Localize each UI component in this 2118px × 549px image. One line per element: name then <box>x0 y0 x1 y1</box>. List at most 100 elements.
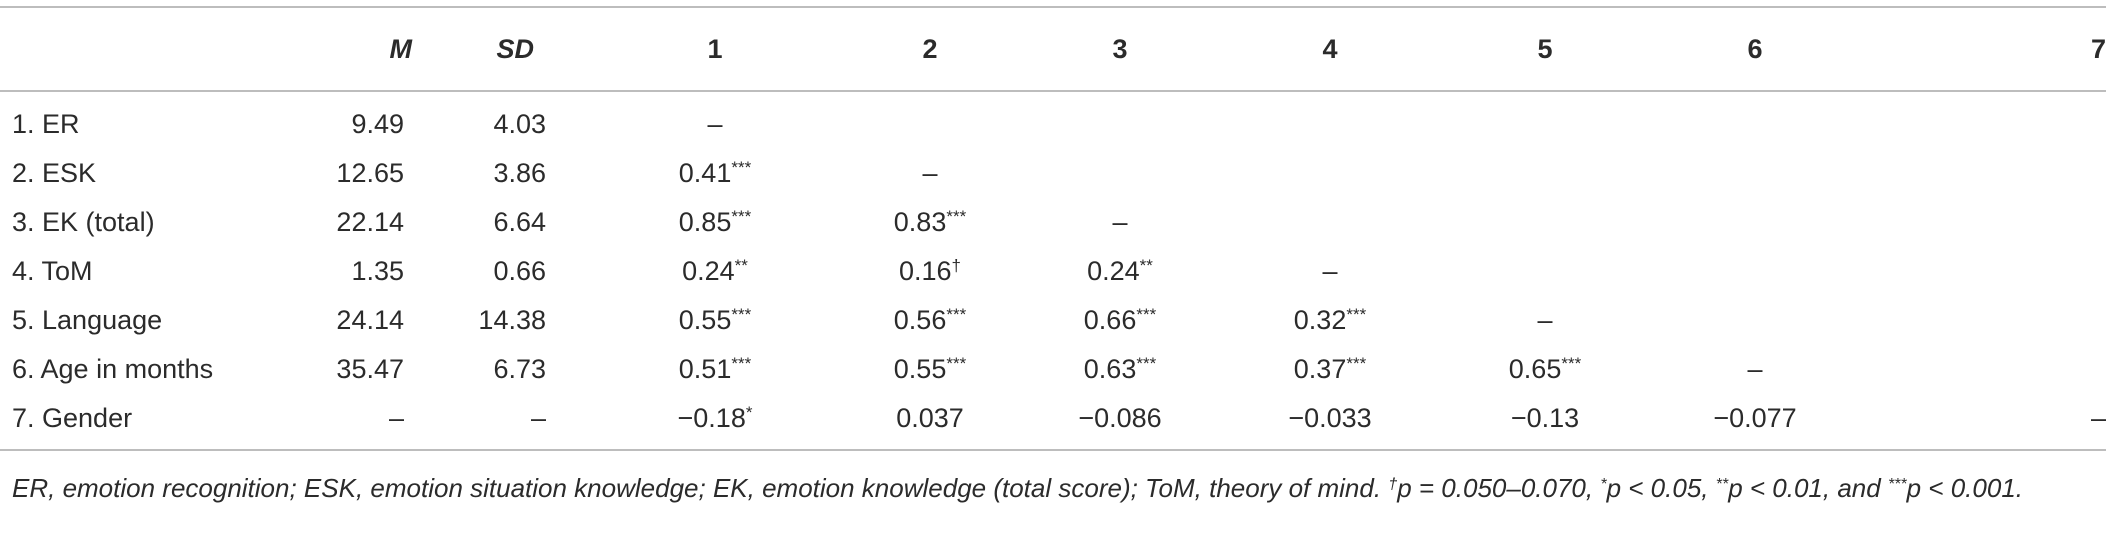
cell-correlation <box>1020 91 1220 149</box>
cell-correlation <box>1860 296 2106 345</box>
cell-sd: 3.86 <box>493 158 546 188</box>
correlation-value: 0.55 <box>678 305 732 335</box>
cell-correlation: – <box>1650 345 1860 394</box>
cell-correlation <box>1020 149 1220 198</box>
significance-marker: *** <box>731 158 752 177</box>
cell-correlation <box>1220 149 1440 198</box>
header-row: M SD 1 2 3 4 5 6 7 <box>0 7 2106 91</box>
table-row: 7. Gender – – −0.18* 0.037 −0.086 −0.033 −0.13 −… <box>0 394 2106 450</box>
correlation-value: – <box>1322 256 1338 286</box>
header-col-2: 2 <box>922 33 938 64</box>
cell-mean: – <box>388 403 404 433</box>
cell-sd: 4.03 <box>493 109 546 139</box>
header-sd: SD <box>496 33 534 64</box>
cell-correlation <box>1650 91 1860 149</box>
cell-correlation: 0.51*** <box>590 345 840 394</box>
correlation-value: −0.18 <box>677 403 746 433</box>
correlation-value: 0.55 <box>893 354 947 384</box>
header-col-6: 6 <box>1747 33 1763 64</box>
correlation-value: – <box>1747 354 1763 384</box>
correlation-table: M SD 1 2 3 4 5 6 7 1. ER 9.49 4.03 – 2. ESK 1… <box>0 6 2106 451</box>
significance-marker: *** <box>946 207 967 226</box>
cell-correlation <box>1860 345 2106 394</box>
cell-correlation: 0.32*** <box>1220 296 1440 345</box>
cell-correlation: 0.56*** <box>840 296 1020 345</box>
cell-correlation: −0.18* <box>590 394 840 450</box>
cell-correlation <box>1440 91 1650 149</box>
significance-marker: *** <box>1561 354 1582 373</box>
cell-correlation <box>1220 91 1440 149</box>
significance-marker: † <box>951 256 962 275</box>
cell-sd: 6.73 <box>493 354 546 384</box>
cell-mean: 12.65 <box>336 158 404 188</box>
row-label: 4. ToM <box>12 256 93 286</box>
table-row: 4. ToM 1.35 0.66 0.24** 0.16† 0.24** – <box>0 247 2106 296</box>
cell-correlation: – <box>1860 394 2106 450</box>
footnote-text: ER, emotion recognition; ESK, emotion si… <box>12 473 1389 503</box>
significance-marker: *** <box>731 354 752 373</box>
cell-correlation <box>1860 91 2106 149</box>
cell-correlation: 0.16† <box>840 247 1020 296</box>
cell-sd: – <box>530 403 546 433</box>
cell-correlation: 0.55*** <box>590 296 840 345</box>
correlation-value: 0.56 <box>893 305 947 335</box>
correlation-value: 0.83 <box>893 207 947 237</box>
cell-correlation: 0.41*** <box>590 149 840 198</box>
header-mean: M <box>389 33 413 64</box>
cell-correlation: – <box>1440 296 1650 345</box>
significance-marker: *** <box>1346 354 1367 373</box>
cell-correlation: 0.83*** <box>840 198 1020 247</box>
header-col-7: 7 <box>2090 33 2106 64</box>
footnote-p2: p < 0.05, <box>1606 473 1716 503</box>
significance-marker: ** <box>1139 256 1153 275</box>
significance-marker: *** <box>731 305 752 324</box>
cell-correlation: – <box>840 149 1020 198</box>
cell-mean: 22.14 <box>336 207 404 237</box>
header-col-1: 1 <box>707 33 723 64</box>
footnote-p1: p = 0.050–0.070, <box>1397 473 1601 503</box>
cell-sd: 0.66 <box>493 256 546 286</box>
correlation-value: 0.66 <box>1083 305 1137 335</box>
row-label: 6. Age in months <box>12 354 214 384</box>
cell-correlation: – <box>1020 198 1220 247</box>
correlation-value: 0.16 <box>898 256 952 286</box>
header-col-3: 3 <box>1112 33 1128 64</box>
correlation-value: 0.63 <box>1083 354 1137 384</box>
table-row: 2. ESK 12.65 3.86 0.41*** – <box>0 149 2106 198</box>
cell-correlation <box>1650 296 1860 345</box>
cell-correlation <box>1860 247 2106 296</box>
cell-correlation: 0.55*** <box>840 345 1020 394</box>
table-body: 1. ER 9.49 4.03–2. ESK 12.65 3.86 0.41*** –3. … <box>0 91 2106 450</box>
cell-correlation: −0.033 <box>1220 394 1440 450</box>
correlation-value: 0.51 <box>678 354 732 384</box>
cell-correlation: −0.086 <box>1020 394 1220 450</box>
footnote-star-1: * <box>1600 476 1607 493</box>
correlation-value: 0.37 <box>1293 354 1347 384</box>
significance-marker: *** <box>1346 305 1367 324</box>
cell-sd: 14.38 <box>478 305 546 335</box>
footnote-p4: p < 0.001. <box>1906 473 2024 503</box>
table-row: 6. Age in months 35.47 6.73 0.51*** 0.55*** 0… <box>0 345 2106 394</box>
row-label: 7. Gender <box>12 403 133 433</box>
cell-correlation: −0.13 <box>1440 394 1650 450</box>
cell-correlation <box>1650 149 1860 198</box>
cell-correlation <box>1440 247 1650 296</box>
footnote-p3: p < 0.01, and <box>1728 473 1888 503</box>
correlation-value: – <box>922 158 938 188</box>
table-row: 5. Language 24.14 14.38 0.55*** 0.56*** 0.66*… <box>0 296 2106 345</box>
cell-correlation <box>1650 198 1860 247</box>
row-label: 2. ESK <box>12 158 97 188</box>
header-label <box>0 7 250 91</box>
correlation-value: 0.24 <box>1087 256 1140 286</box>
correlation-value: −0.077 <box>1713 403 1797 433</box>
footnote-dagger: † <box>1388 476 1398 493</box>
correlation-value: 0.24 <box>682 256 735 286</box>
correlation-value: −0.033 <box>1288 403 1372 433</box>
significance-marker: ** <box>734 256 748 275</box>
correlation-value: – <box>2090 403 2106 433</box>
cell-correlation <box>1650 247 1860 296</box>
significance-marker: *** <box>731 207 752 226</box>
cell-correlation <box>840 91 1020 149</box>
correlation-value: – <box>707 109 723 139</box>
cell-mean: 24.14 <box>336 305 404 335</box>
